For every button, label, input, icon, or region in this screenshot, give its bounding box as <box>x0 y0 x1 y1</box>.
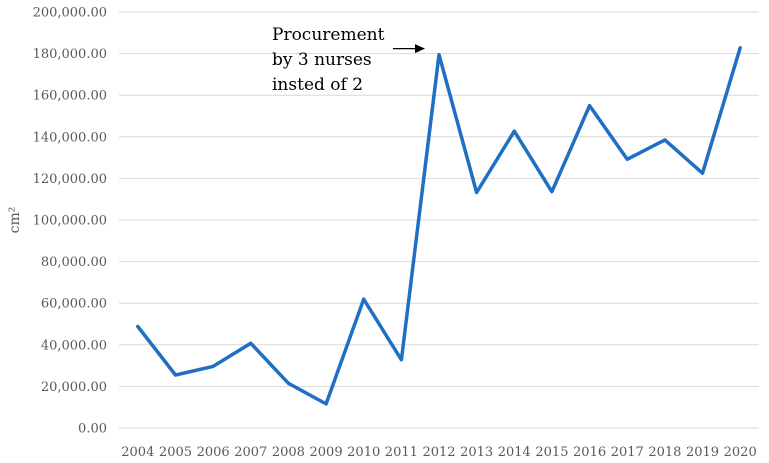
x-axis-tick-labels: 2004 2005 2006 2007 2008 2009 2010 2011 2012 2013… <box>121 445 756 460</box>
x-tick-label: 2004 <box>121 445 154 460</box>
gridlines <box>119 11 759 429</box>
annotation: Procurement by 3 nurses insted of 2 <box>272 25 425 95</box>
x-tick-label: 2020 <box>724 445 757 460</box>
annotation-text-line: by 3 nurses <box>272 50 372 70</box>
annotation-text-line: insted of 2 <box>272 75 363 95</box>
y-tick-label: 160,000.00 <box>33 89 107 104</box>
x-tick-label: 2016 <box>573 445 606 460</box>
y-axis-label: cm² <box>7 207 23 234</box>
y-tick-label: 20,000.00 <box>41 380 107 395</box>
y-tick-label: 100,000.00 <box>33 214 107 229</box>
x-tick-label: 2019 <box>686 445 719 460</box>
x-tick-label: 2013 <box>460 445 493 460</box>
y-tick-label: 120,000.00 <box>33 172 107 187</box>
x-tick-label: 2008 <box>272 445 305 460</box>
y-tick-label: 180,000.00 <box>33 47 107 62</box>
y-tick-label: 0.00 <box>78 422 107 437</box>
y-tick-label: 80,000.00 <box>41 255 107 270</box>
y-tick-label: 200,000.00 <box>33 6 107 21</box>
x-tick-label: 2010 <box>347 445 380 460</box>
x-tick-label: 2011 <box>385 445 418 460</box>
x-tick-label: 2012 <box>422 445 455 460</box>
y-axis-tick-labels: 0.00 20,000.00 40,000.00 60,000.00 80,000.00… <box>33 6 107 437</box>
annotation-arrow-head <box>415 44 425 54</box>
y-tick-label: 140,000.00 <box>33 130 107 145</box>
series-group <box>136 46 742 406</box>
x-tick-label: 2018 <box>648 445 681 460</box>
series-line <box>136 46 742 406</box>
x-tick-label: 2007 <box>234 445 267 460</box>
x-tick-label: 2005 <box>159 445 192 460</box>
y-tick-label: 60,000.00 <box>41 297 107 312</box>
x-tick-label: 2015 <box>535 445 568 460</box>
annotation-text-line: Procurement <box>272 25 385 45</box>
x-tick-label: 2009 <box>310 445 343 460</box>
x-tick-label: 2017 <box>611 445 644 460</box>
x-tick-label: 2006 <box>197 445 230 460</box>
x-tick-label: 2014 <box>498 445 531 460</box>
y-tick-label: 40,000.00 <box>41 338 107 353</box>
